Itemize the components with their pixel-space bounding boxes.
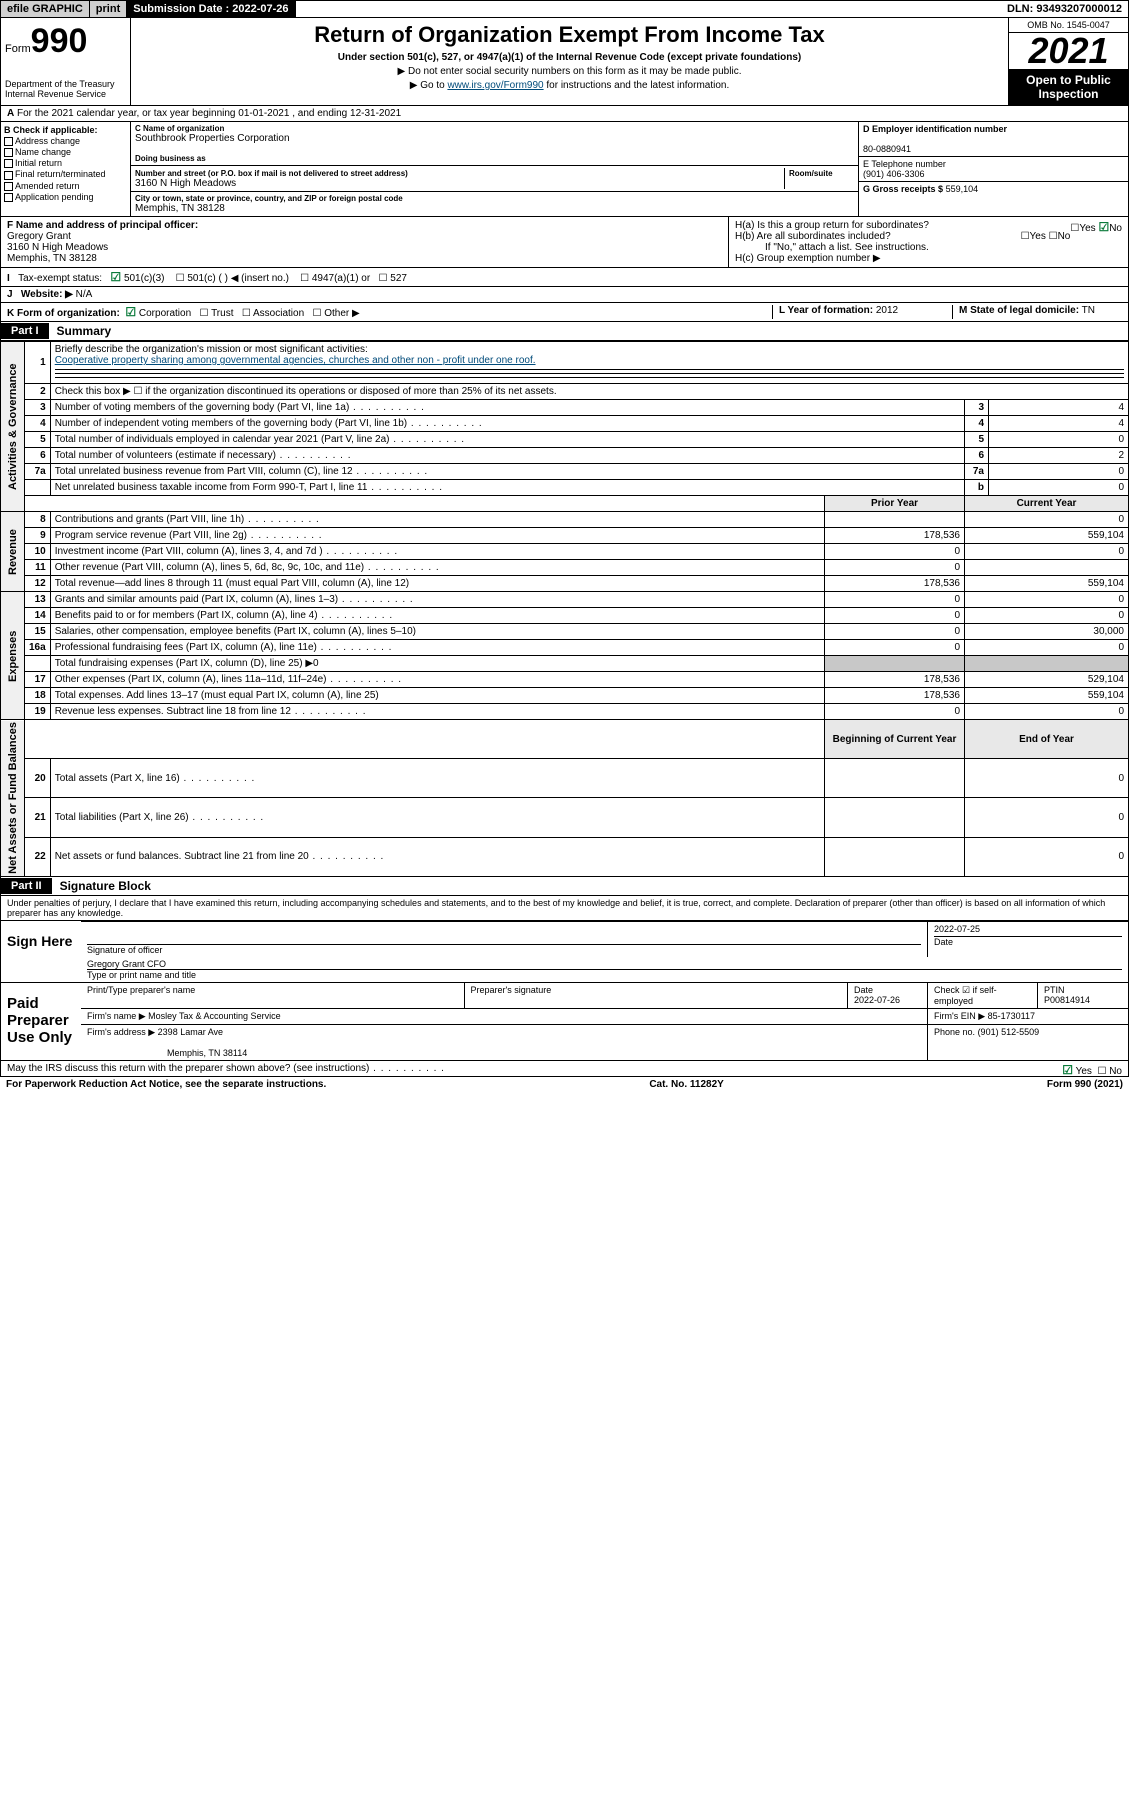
paid-preparer-label: Paid Preparer Use Only xyxy=(1,983,81,1060)
side-netassets: Net Assets or Fund Balances xyxy=(1,720,25,877)
room-label: Room/suite xyxy=(789,169,833,178)
box-b: B Check if applicable: Address change Na… xyxy=(1,122,131,216)
ein-label: D Employer identification number xyxy=(863,124,1007,134)
table-row: 10Investment income (Part VIII, column (… xyxy=(1,544,1129,560)
form-number: Form990 xyxy=(5,22,126,61)
date-label: Date xyxy=(934,937,953,947)
efile-label: efile GRAPHIC xyxy=(7,3,83,15)
paid-preparer-block: Paid Preparer Use Only Print/Type prepar… xyxy=(0,983,1129,1061)
phone-value: (901) 406-3306 xyxy=(863,169,925,179)
block-f-h: F Name and address of principal officer:… xyxy=(0,217,1129,268)
addr-label: Number and street (or P.O. box if mail i… xyxy=(135,169,408,178)
city-label: City or town, state or province, country… xyxy=(135,194,854,203)
table-row: 16aProfessional fundraising fees (Part I… xyxy=(1,640,1129,656)
footer-right: Form 990 (2021) xyxy=(1047,1079,1123,1090)
block-b-through-g: B Check if applicable: Address change Na… xyxy=(0,122,1129,217)
table-row: 22Net assets or fund balances. Subtract … xyxy=(1,837,1129,876)
print-btn[interactable]: print xyxy=(90,1,127,17)
mission-text: Cooperative property sharing among gover… xyxy=(55,355,536,366)
officer-printed: Gregory Grant CFO xyxy=(87,959,1122,970)
officer-addr1: 3160 N High Meadows xyxy=(7,242,108,253)
h-c: H(c) Group exemption number ▶ xyxy=(735,253,1122,264)
dept-label: Department of the Treasury Internal Reve… xyxy=(5,79,126,99)
officer-name: Gregory Grant xyxy=(7,231,71,242)
declaration: Under penalties of perjury, I declare th… xyxy=(0,896,1129,921)
print-label: print xyxy=(96,3,120,15)
form-header: Form990 Department of the Treasury Inter… xyxy=(0,18,1129,106)
table-row: Net unrelated business taxable income fr… xyxy=(1,480,1129,496)
table-row: 7aTotal unrelated business revenue from … xyxy=(1,464,1129,480)
table-row: Total fundraising expenses (Part IX, col… xyxy=(1,656,1129,672)
table-row: 21Total liabilities (Part X, line 26)0 xyxy=(1,798,1129,837)
line-k-l-m: K Form of organization: ☑ Corporation ☐ … xyxy=(0,303,1129,322)
officer-addr2: Memphis, TN 38128 xyxy=(7,253,97,264)
part2-header: Part II Signature Block xyxy=(0,877,1129,896)
type-name-label: Type or print name and title xyxy=(87,970,196,980)
dln: DLN: 93493207000012 xyxy=(1001,1,1128,17)
topbar: efile GRAPHIC print Submission Date : 20… xyxy=(0,0,1129,18)
h-b-note: If "No," attach a list. See instructions… xyxy=(735,242,1122,253)
note-ssn: ▶ Do not enter social security numbers o… xyxy=(139,66,1000,77)
footer: For Paperwork Reduction Act Notice, see … xyxy=(0,1077,1129,1092)
efile-btn[interactable]: efile GRAPHIC xyxy=(1,1,90,17)
gross-value: 559,104 xyxy=(946,184,979,194)
sig-date: 2022-07-25 xyxy=(934,924,1122,937)
line-i: I Tax-exempt status: ☑ 501(c)(3) ☐ 501(c… xyxy=(0,268,1129,287)
form-subtitle: Under section 501(c), 527, or 4947(a)(1)… xyxy=(139,52,1000,63)
table-row: 14Benefits paid to or for members (Part … xyxy=(1,608,1129,624)
ein-value: 80-0880941 xyxy=(863,144,911,154)
open-inspection: Open to Public Inspection xyxy=(1009,69,1128,105)
side-revenue: Revenue xyxy=(1,512,25,592)
form-title: Return of Organization Exempt From Incom… xyxy=(139,22,1000,48)
table-row: 11Other revenue (Part VIII, column (A), … xyxy=(1,560,1129,576)
summary-table: Activities & Governance 1 Briefly descri… xyxy=(0,341,1129,877)
tax-year: 2021 xyxy=(1009,33,1128,69)
h-a: H(a) Is this a group return for subordin… xyxy=(735,220,1122,231)
sign-here-label: Sign Here xyxy=(1,921,81,982)
table-row: 3Number of voting members of the governi… xyxy=(1,400,1129,416)
discuss-row: May the IRS discuss this return with the… xyxy=(0,1061,1129,1077)
org-name: Southbrook Properties Corporation xyxy=(135,133,854,144)
officer-label: F Name and address of principal officer: xyxy=(7,220,198,231)
table-row: 4Number of independent voting members of… xyxy=(1,416,1129,432)
table-row: 12Total revenue—add lines 8 through 11 (… xyxy=(1,576,1129,592)
h-b: H(b) Are all subordinates included? ☐Yes… xyxy=(735,231,1122,242)
c-name-label: C Name of organization xyxy=(135,124,854,133)
dba-label: Doing business as xyxy=(135,154,854,163)
part1-header: Part I Summary xyxy=(0,322,1129,341)
table-row: 9Program service revenue (Part VIII, lin… xyxy=(1,528,1129,544)
sig-officer-label: Signature of officer xyxy=(87,945,162,955)
table-row: 18Total expenses. Add lines 13–17 (must … xyxy=(1,688,1129,704)
table-row: 19Revenue less expenses. Subtract line 1… xyxy=(1,704,1129,720)
table-row: 17Other expenses (Part IX, column (A), l… xyxy=(1,672,1129,688)
table-row: 20Total assets (Part X, line 16)0 xyxy=(1,759,1129,798)
table-row: 5Total number of individuals employed in… xyxy=(1,432,1129,448)
table-row: 15Salaries, other compensation, employee… xyxy=(1,624,1129,640)
note-link: ▶ Go to www.irs.gov/Form990 for instruct… xyxy=(139,80,1000,91)
sign-here-block: Sign Here Signature of officer 2022-07-2… xyxy=(0,921,1129,983)
submission-date: Submission Date : 2022-07-26 xyxy=(127,1,295,17)
city-state-zip: Memphis, TN 38128 xyxy=(135,203,854,214)
phone-label: E Telephone number xyxy=(863,159,946,169)
side-governance: Activities & Governance xyxy=(1,342,25,512)
irs-link[interactable]: www.irs.gov/Form990 xyxy=(447,80,543,91)
gross-label: G Gross receipts $ xyxy=(863,184,943,194)
side-expenses: Expenses xyxy=(1,592,25,720)
line-a: A For the 2021 calendar year, or tax yea… xyxy=(0,106,1129,122)
line-j: J Website: ▶ N/A xyxy=(0,287,1129,303)
footer-left: For Paperwork Reduction Act Notice, see … xyxy=(6,1079,326,1090)
street-address: 3160 N High Meadows xyxy=(135,178,236,189)
footer-mid: Cat. No. 11282Y xyxy=(649,1079,723,1090)
table-row: 6Total number of volunteers (estimate if… xyxy=(1,448,1129,464)
